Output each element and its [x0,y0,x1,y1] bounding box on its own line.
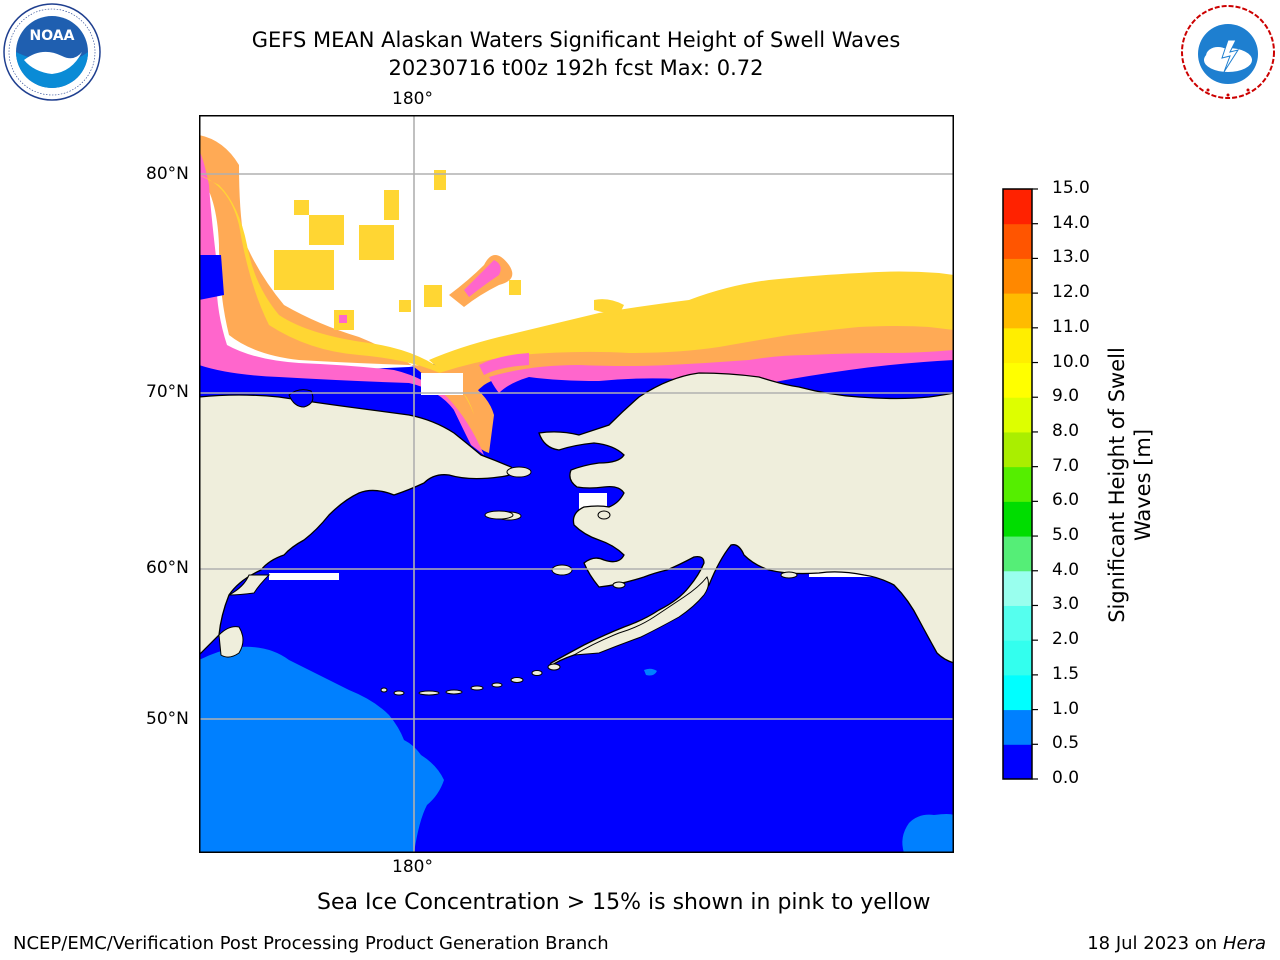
colorbar-tick-label: 3.0 [1052,594,1080,615]
map-border [199,115,954,853]
colorbar-tick-label: 7.0 [1052,455,1080,476]
colorbar-swatch [1003,362,1032,398]
sea-ice-note: Sea Ice Concentration > 15% is shown in … [317,890,931,915]
nws-logo [1180,4,1276,100]
colorbar-tick-label: 4.0 [1052,559,1080,580]
lat-label-60n: 60°N [146,558,189,578]
colorbar-swatch [1003,293,1032,329]
lat-label-80n: 80°N [146,164,189,184]
credit-text: NCEP/EMC/Verification Post Processing Pr… [13,933,609,954]
sea-ice-region [199,135,954,455]
noaa-logo: NOAA [3,3,101,101]
colorbar-tick-label: 6.0 [1052,490,1080,511]
colorbar-tick-label: 2.0 [1052,629,1080,650]
colorbar-tick-label: 15.0 [1052,178,1090,198]
colorbar [1002,188,1038,780]
colorbar-swatch [1003,536,1032,572]
svg-text:NOAA: NOAA [30,28,75,44]
date-text: 18 Jul 2023 on Hera [1087,933,1266,954]
colorbar-tick-label: 0.0 [1052,768,1080,788]
ocean-swell-region [199,646,444,853]
machine-name: Hera [1222,933,1266,954]
colorbar-swatch [1003,258,1032,294]
colorbar-swatch [1003,397,1032,433]
colorbar-swatch [1003,501,1032,537]
colorbar-swatch [1003,744,1032,780]
colorbar-label-line2: Waves [m] [1131,428,1155,542]
lon-label-top: 180° [392,89,433,109]
colorbar-swatch [1003,605,1032,641]
date-prefix: 18 Jul 2023 on [1087,933,1223,954]
graticule [199,115,954,853]
colorbar-tick-label: 14.0 [1052,212,1090,233]
colorbar-swatch [1003,640,1032,676]
map-subtitle: 20230716 t00z 192h fcst Max: 0.72 [388,56,764,80]
colorbar-tick-label: 10.0 [1052,351,1090,372]
colorbar-label: Significant Height of Swell Waves [m] [1104,347,1156,623]
colorbar-tick-label: 5.0 [1052,525,1080,546]
colorbar-label-line1: Significant Height of Swell [1105,347,1129,623]
lat-label-70n: 70°N [146,382,189,402]
lon-label-bottom: 180° [392,857,433,877]
colorbar-tick-label: 0.5 [1052,733,1080,754]
colorbar-swatch [1003,327,1032,364]
colorbar-swatch [1003,189,1032,225]
colorbar-tick-label: 13.0 [1052,247,1090,268]
colorbar-swatch [1003,431,1032,468]
colorbar-swatch [1003,570,1032,606]
colorbar-tick-label: 8.0 [1052,420,1080,441]
colorbar-swatch [1003,466,1032,502]
colorbar-tick-label: 9.0 [1052,386,1080,407]
land-alaska [538,372,954,668]
colorbar-tick-label: 1.0 [1052,698,1080,719]
land-siberia [199,394,514,656]
colorbar-tick-label: 11.0 [1052,316,1090,337]
lat-label-50n: 50°N [146,709,189,729]
map-area [199,115,954,853]
map-title: GEFS MEAN Alaskan Waters Significant Hei… [251,28,901,52]
colorbar-swatch [1003,709,1032,745]
ocean-swell-region [902,814,954,853]
colorbar-swatch [1003,223,1032,259]
colorbar-tick-label: 12.0 [1052,282,1090,303]
colorbar-tick-label: 1.5 [1052,663,1080,684]
colorbar-swatch [1003,674,1032,711]
